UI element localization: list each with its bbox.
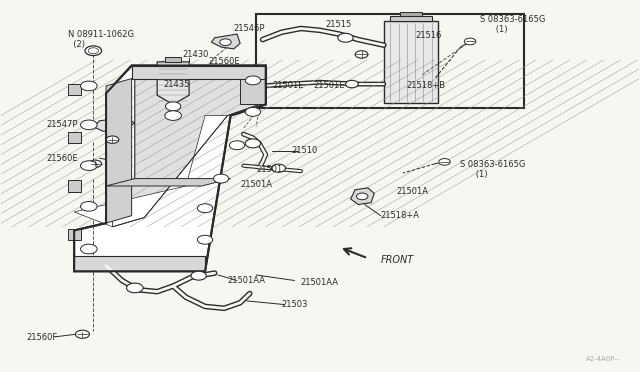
- Polygon shape: [74, 65, 266, 271]
- Text: 21501E: 21501E: [272, 81, 303, 90]
- Text: 21560E: 21560E: [47, 154, 78, 163]
- Polygon shape: [74, 256, 205, 271]
- Bar: [400, 12, 422, 16]
- Bar: [68, 180, 81, 192]
- Circle shape: [271, 164, 285, 172]
- Text: 21560E: 21560E: [208, 57, 240, 66]
- Bar: [68, 229, 81, 240]
- Circle shape: [439, 158, 451, 165]
- Polygon shape: [132, 65, 266, 78]
- Text: 21501A: 21501A: [397, 187, 429, 196]
- Polygon shape: [106, 179, 230, 186]
- Polygon shape: [74, 116, 227, 227]
- Circle shape: [197, 235, 212, 244]
- Polygon shape: [93, 118, 135, 131]
- Text: 21547P: 21547P: [47, 121, 78, 129]
- Text: S 08363-6165G
      (1): S 08363-6165G (1): [461, 160, 526, 179]
- Polygon shape: [113, 69, 259, 227]
- Polygon shape: [157, 62, 189, 103]
- Text: 21501AA: 21501AA: [227, 276, 266, 285]
- Circle shape: [166, 102, 180, 111]
- Circle shape: [245, 108, 260, 116]
- Circle shape: [220, 39, 231, 45]
- Circle shape: [81, 202, 97, 211]
- Bar: [384, 21, 438, 103]
- Text: 21518+A: 21518+A: [381, 211, 420, 220]
- Circle shape: [197, 204, 212, 213]
- Circle shape: [81, 120, 97, 130]
- Circle shape: [465, 38, 476, 45]
- Circle shape: [245, 139, 260, 148]
- Circle shape: [81, 244, 97, 254]
- Text: 21560F: 21560F: [26, 333, 58, 343]
- Text: N 08911-1062G
  (2): N 08911-1062G (2): [68, 30, 134, 49]
- Circle shape: [346, 80, 358, 88]
- Bar: [68, 84, 81, 95]
- Circle shape: [76, 330, 90, 338]
- Circle shape: [89, 160, 102, 167]
- Text: 21501A: 21501A: [240, 180, 272, 189]
- Circle shape: [355, 51, 368, 58]
- Circle shape: [106, 136, 119, 143]
- Circle shape: [81, 81, 97, 91]
- Text: S 08363-6165G
      (1): S 08363-6165G (1): [479, 15, 545, 35]
- Circle shape: [356, 193, 368, 200]
- Text: 21546P: 21546P: [234, 24, 266, 33]
- Text: 21435: 21435: [164, 80, 190, 89]
- Bar: [390, 16, 432, 21]
- Bar: [256, 14, 524, 108]
- Polygon shape: [211, 34, 240, 49]
- Bar: [68, 132, 81, 143]
- Text: 21501E: 21501E: [314, 81, 345, 90]
- Circle shape: [245, 76, 260, 85]
- Circle shape: [165, 111, 181, 121]
- Text: 21510: 21510: [291, 146, 317, 155]
- Text: A2-4A0P--: A2-4A0P--: [586, 356, 620, 362]
- Bar: [166, 57, 180, 62]
- Text: FRONT: FRONT: [381, 255, 414, 265]
- Polygon shape: [106, 78, 132, 223]
- Polygon shape: [351, 188, 374, 205]
- Circle shape: [213, 174, 228, 183]
- Circle shape: [85, 46, 102, 55]
- Text: 21501AA: 21501AA: [301, 278, 339, 287]
- Circle shape: [81, 161, 97, 170]
- Circle shape: [191, 271, 206, 280]
- Text: 21516: 21516: [416, 31, 442, 41]
- Text: 21503: 21503: [282, 300, 308, 309]
- Text: 21515: 21515: [325, 20, 351, 29]
- Circle shape: [229, 141, 244, 150]
- Circle shape: [127, 283, 143, 293]
- Text: 21501: 21501: [256, 165, 282, 174]
- Text: 21518+B: 21518+B: [406, 81, 445, 90]
- Circle shape: [338, 33, 353, 42]
- Text: 21430: 21430: [182, 50, 209, 59]
- Polygon shape: [240, 78, 266, 105]
